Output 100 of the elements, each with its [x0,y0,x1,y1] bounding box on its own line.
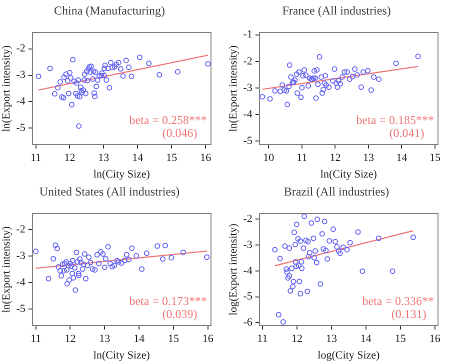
x-tick-label: 15 [168,333,180,346]
point [292,242,298,248]
x-tick-label: 14 [396,152,408,164]
x-tick-label: 16 [200,152,212,164]
x-tick-label: 13 [98,152,110,164]
point [308,220,314,226]
point [376,235,382,242]
point [293,263,300,270]
point [291,230,297,236]
x-tick-label: 11 [296,152,308,164]
x-axis-title: log(City Size) [318,349,380,362]
point [290,284,296,290]
point [298,259,304,265]
y-tick-label: -4 [16,96,26,108]
chart-title: Brazil (All industries) [284,184,390,198]
point [298,238,304,244]
point [306,250,313,256]
point [284,269,290,275]
x-axis-title: ln(City Size) [93,168,150,180]
y-tick-label: -4 [243,108,253,120]
x-tick-label: 15 [166,152,178,164]
point [318,281,324,287]
y-tick-label: -2 [16,42,26,55]
y-axis-title: ln(Export intensity) [0,226,12,313]
y-tick-label: -5 [16,303,26,316]
x-tick-label: 15 [430,152,442,164]
point [324,256,330,262]
point [286,245,292,251]
x-tick-label: 16 [429,333,441,346]
point [332,238,338,244]
x-tick-label: 11 [30,333,42,346]
x-tick-label: 10 [263,152,275,164]
y-tick-label: -2 [243,55,252,68]
point [337,250,343,256]
point [283,266,290,272]
annotation: (0.046) [162,126,198,140]
point [319,231,325,237]
x-axis-title: ln(City Size) [93,349,150,362]
point [326,238,332,244]
y-tick-label: -3 [16,69,26,82]
point [311,254,317,261]
y-tick-label: -1 [243,28,252,41]
y-tick-label: -5 [243,290,253,303]
y-tick-label: -6 [243,316,253,329]
point [310,235,316,242]
point [336,248,342,254]
x-tick-label: 11 [30,152,42,164]
point [298,290,304,297]
point [340,244,346,250]
point [272,246,278,252]
x-tick-label: 14 [134,333,146,346]
point [390,268,396,274]
x-tick-label: 13 [99,333,111,346]
y-tick-label: -5 [243,135,253,148]
annotation: (0.131) [391,306,426,321]
x-tick-label: 14 [360,333,372,346]
point [344,246,350,252]
point [298,266,305,272]
point [304,288,310,294]
annotation: beta = 0.336** [362,294,434,308]
x-tick-label: 14 [132,152,144,164]
x-tick-label: 13 [362,152,374,164]
point [330,226,336,232]
point [282,243,288,249]
annotation: (0.039) [162,306,198,321]
x-tick-label: 12 [330,152,341,164]
point [320,246,326,252]
x-tick-label: 12 [64,152,76,164]
point [276,312,282,318]
point [300,245,306,251]
x-tick-label: 13 [326,333,338,346]
annotation: beta = 0.173*** [129,294,207,308]
y-axis-title: ln(Export intensity) [227,44,240,132]
annotation: beta = 0.185*** [356,112,434,127]
y-tick-label: -3 [243,82,253,94]
chart-title: United States (All industries) [39,184,180,198]
x-axis-title: ln(City Size) [320,168,378,180]
y-tick-label: -2 [243,212,252,225]
point [334,244,340,250]
point [323,248,329,254]
point [410,234,416,240]
point [347,240,353,246]
x-tick-label: 12 [64,333,76,346]
point [288,266,295,272]
y-tick-label: -4 [243,264,253,277]
y-axis-title: log(Export intensity) [227,223,240,316]
point [355,229,361,235]
point [296,262,302,268]
y-tick-label: -4 [16,276,26,289]
y-tick-label: -2 [16,223,26,236]
x-tick-label: 12 [291,333,302,346]
point [295,236,301,242]
point [305,238,311,244]
point [312,248,318,254]
point [292,259,298,265]
point [288,288,294,294]
x-tick-label: 16 [202,333,214,346]
point [303,238,309,244]
annotation: beta = 0.258*** [129,112,207,127]
point [360,268,366,274]
